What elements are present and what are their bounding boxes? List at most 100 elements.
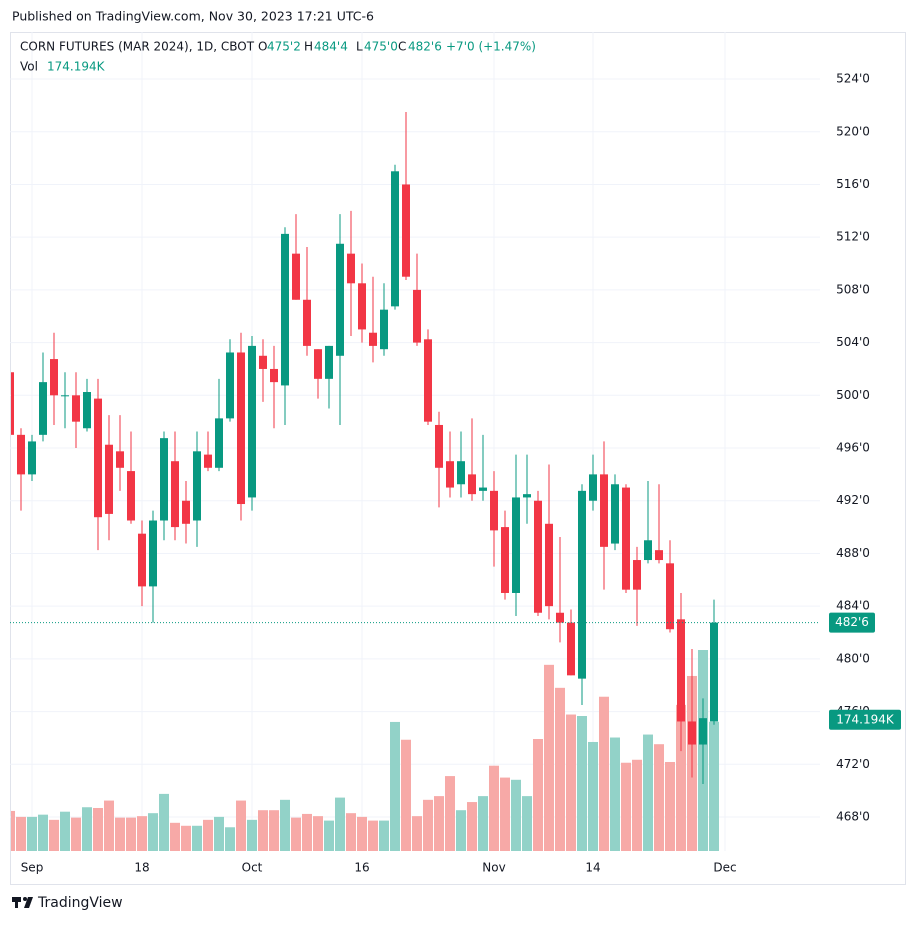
- last-volume-label: 174.194K: [836, 712, 895, 726]
- candle-body: [633, 560, 641, 590]
- volume-bar: [456, 810, 466, 851]
- symbol: CORN FUTURES (MAR 2024), 1D, CBOT: [20, 40, 255, 54]
- candle-body: [336, 243, 344, 356]
- volume-bar: [478, 796, 488, 851]
- volume-bar: [390, 721, 400, 851]
- candle-body: [28, 441, 36, 475]
- candle-body: [270, 368, 278, 383]
- x-tick-label: Dec: [713, 861, 736, 875]
- x-tick-label: 14: [585, 861, 600, 875]
- candle-body: [171, 461, 179, 528]
- volume-bar: [236, 800, 246, 851]
- volume-bar: [159, 793, 169, 851]
- high-value: 484'4: [314, 40, 348, 54]
- volume-bar: [60, 811, 70, 851]
- volume-bar: [11, 810, 15, 851]
- candle-layer: [11, 111, 718, 785]
- candle-body: [94, 398, 102, 518]
- x-tick-label: Sep: [21, 861, 44, 875]
- volume-bar: [665, 761, 675, 851]
- candle-body: [413, 289, 421, 343]
- volume-bar: [555, 687, 565, 851]
- volume-bar: [599, 696, 609, 851]
- y-tick-label: 488'0: [836, 546, 870, 560]
- low-value: 475'0: [364, 40, 398, 54]
- candle-body: [380, 309, 388, 350]
- candle-body: [699, 718, 707, 745]
- volume-bar: [500, 777, 510, 851]
- candle-body: [215, 418, 223, 468]
- volume-bar: [709, 721, 719, 851]
- volume-bar: [71, 817, 81, 851]
- candle-body: [622, 487, 630, 590]
- candle-body: [83, 392, 91, 429]
- y-tick-label: 496'0: [836, 441, 870, 455]
- y-tick-label: 484'0: [836, 599, 870, 613]
- volume-bar: [434, 796, 444, 851]
- volume-bar: [247, 819, 257, 851]
- candle-body: [523, 494, 531, 498]
- volume-bar: [335, 797, 345, 851]
- volume-bar: [115, 817, 125, 851]
- volume-bar: [544, 664, 554, 851]
- candle-body: [468, 474, 476, 495]
- volume-bar: [445, 776, 455, 851]
- volume-bar: [16, 816, 26, 851]
- candle-body: [226, 352, 234, 419]
- volume-bar: [137, 816, 147, 851]
- y-tick-label: 524'0: [836, 72, 870, 86]
- axes: 468'0472'0476'0480'0484'0488'0492'0496'0…: [10, 72, 901, 875]
- candle-body: [11, 372, 14, 435]
- candle-body: [666, 563, 674, 630]
- volume-bar: [82, 807, 92, 851]
- candle-body: [17, 434, 25, 475]
- candle-body: [116, 451, 124, 468]
- candle-body: [248, 345, 256, 498]
- volume-bar: [27, 816, 37, 851]
- volume-bar: [621, 762, 631, 851]
- volume-bar: [148, 813, 158, 851]
- volume-bar: [566, 714, 576, 851]
- candle-body: [512, 497, 520, 593]
- volume-value: 174.194K: [47, 60, 106, 74]
- volume-bar: [104, 800, 114, 851]
- candle-body: [61, 395, 69, 397]
- candle-body: [457, 461, 465, 485]
- y-tick-label: 500'0: [836, 388, 870, 402]
- close-value: 482'6: [408, 40, 442, 54]
- candle-body: [600, 474, 608, 547]
- brand: TradingView: [37, 895, 123, 911]
- candle-body: [534, 500, 542, 613]
- last-volume-box: [829, 709, 901, 730]
- x-tick-label: 18: [134, 861, 149, 875]
- candle-body: [435, 424, 443, 468]
- candle-body: [347, 253, 355, 284]
- volume-bar: [192, 825, 202, 851]
- candle-body: [589, 474, 597, 501]
- candle-body: [391, 171, 399, 307]
- brand-logo: [12, 897, 33, 908]
- x-tick-label: Nov: [482, 861, 505, 875]
- candle-body: [193, 451, 201, 521]
- candle-body: [50, 359, 58, 396]
- close-label: C: [398, 40, 406, 54]
- candle-body: [402, 184, 410, 277]
- y-tick-label: 468'0: [836, 810, 870, 824]
- candle-body: [149, 520, 157, 587]
- candle-body: [545, 523, 553, 607]
- volume-bar: [225, 827, 235, 851]
- published-note: Published on TradingView.com, Nov 30, 20…: [12, 9, 374, 24]
- volume-bar: [269, 810, 279, 851]
- candle-body: [567, 622, 575, 676]
- candle-body: [501, 527, 509, 593]
- candle-body: [556, 612, 564, 623]
- last-price-box: [829, 612, 875, 633]
- candle-body: [688, 721, 696, 745]
- candle-body: [710, 622, 718, 722]
- y-tick-label: 492'0: [836, 493, 870, 507]
- y-tick-label: 520'0: [836, 124, 870, 138]
- volume-bar: [49, 819, 59, 851]
- volume-bar: [368, 820, 378, 851]
- volume-bar: [511, 779, 521, 851]
- candle-body: [369, 332, 377, 346]
